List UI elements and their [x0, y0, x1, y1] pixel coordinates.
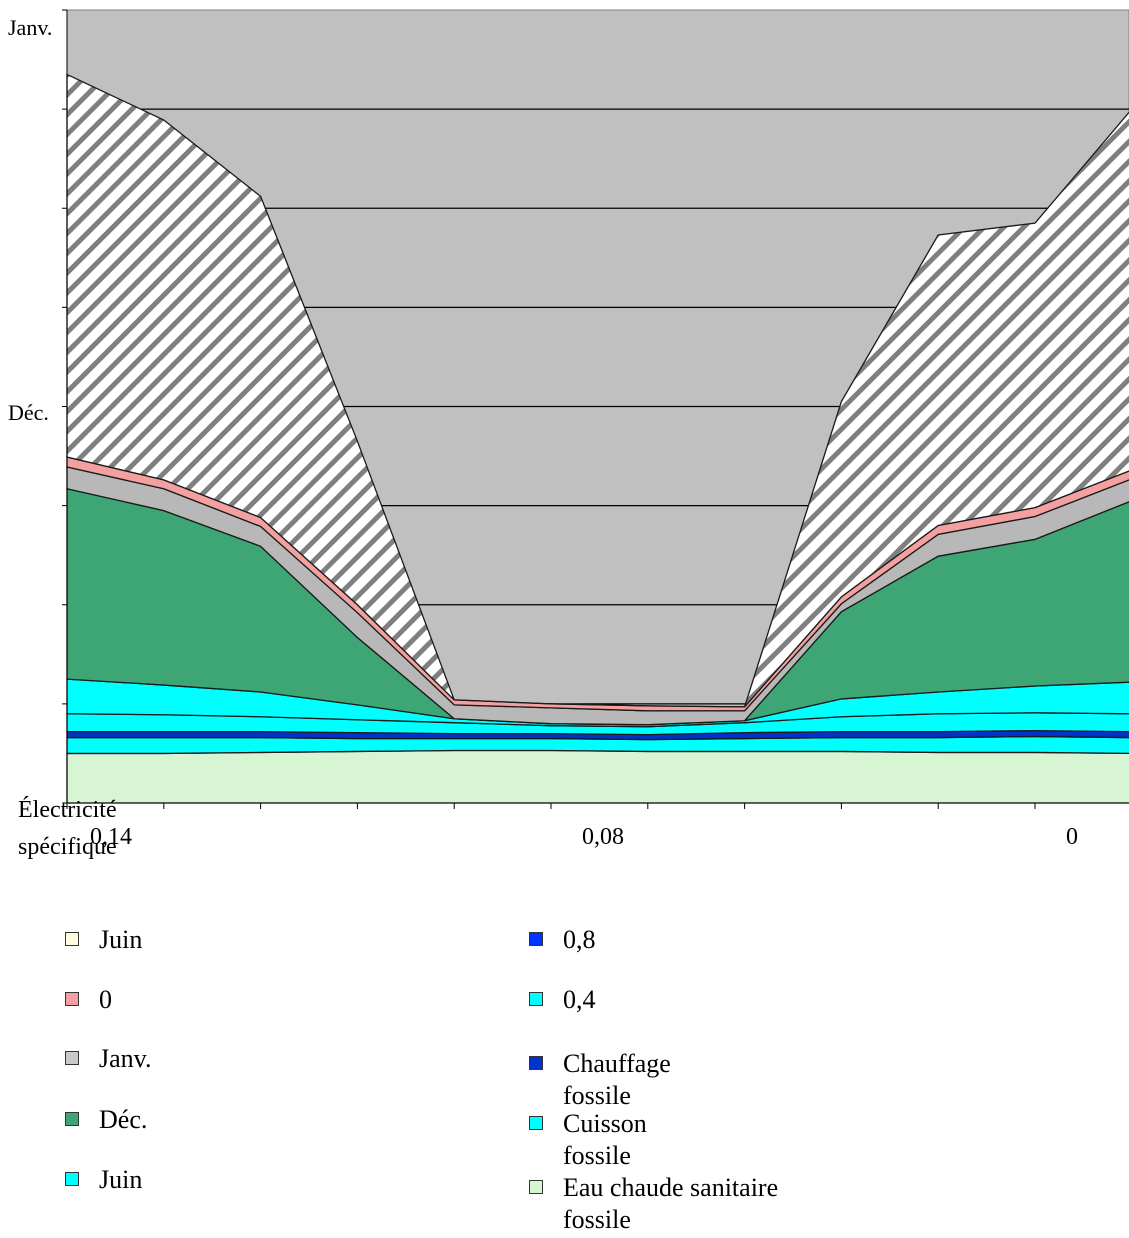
legend-item: Cuisson fossile	[529, 1108, 647, 1172]
legend-swatch	[529, 1056, 543, 1070]
x-tick-label-left: 0,14	[90, 824, 132, 850]
legend-label: Janv.	[99, 1044, 152, 1073]
legend-label: Juin	[99, 1165, 143, 1194]
x-tick-label-right: 0	[1066, 824, 1078, 850]
legend-swatch	[529, 932, 543, 946]
legend-label: 0,8	[563, 925, 596, 954]
legend-swatch	[65, 1112, 79, 1126]
stacked-area-chart	[62, 9, 1129, 809]
legend-item: Chauffage fossile	[529, 1048, 671, 1112]
legend-swatch	[529, 1180, 543, 1194]
legend-swatch	[65, 992, 79, 1006]
legend-label: Déc.	[99, 1105, 148, 1134]
area-eau-chaude-sanitaire-fossile	[66, 749, 1129, 804]
legend-item: 0	[65, 984, 112, 1016]
legend-swatch	[65, 932, 79, 946]
legend-label: Juin	[99, 925, 143, 954]
legend-item: 0,4	[529, 984, 596, 1016]
y-tick-label-middle: Déc.	[8, 400, 49, 425]
legend-item: 0,8	[529, 924, 596, 956]
axes	[62, 9, 1129, 809]
legend-swatch	[65, 1051, 79, 1065]
legend-label: Chauffage fossile	[563, 1049, 671, 1110]
legend-item: Juin	[65, 1164, 142, 1196]
legend-item: Déc.	[65, 1104, 147, 1136]
legend-label: 0	[99, 985, 112, 1014]
legend-label: Cuisson fossile	[563, 1109, 647, 1170]
x-tick-label-middle: 0,08	[582, 824, 624, 850]
legend-label: Eau chaude sanitaire fossile	[563, 1173, 779, 1234]
legend-item: Juin	[65, 924, 142, 956]
legend-swatch	[529, 992, 543, 1006]
legend-label: 0,4	[563, 985, 596, 1014]
y-axis-title: Électricité spécifique	[18, 797, 117, 860]
legend-item: Janv.	[65, 1043, 151, 1075]
legend-swatch	[529, 1116, 543, 1130]
y-tick-label-top: Janv.	[8, 15, 53, 40]
legend-swatch	[65, 1172, 79, 1186]
area-series	[66, 73, 1129, 804]
legend-item: Eau chaude sanitaire fossile	[529, 1172, 849, 1236]
area-janv-	[66, 73, 1129, 708]
